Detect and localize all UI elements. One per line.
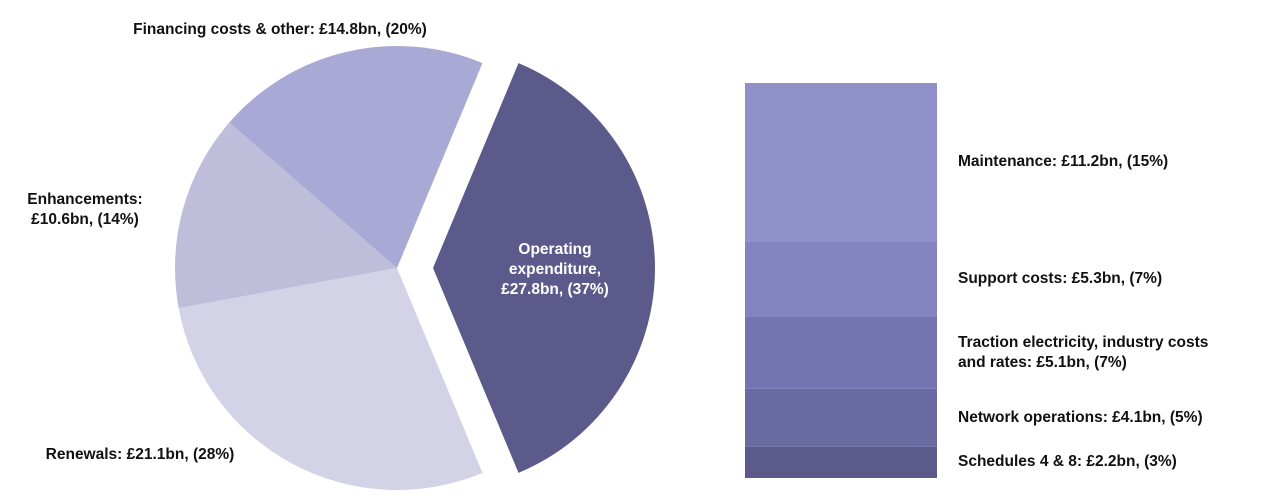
segment-label: Traction electricity, industry costs and… (958, 333, 1209, 371)
bar-segment (745, 388, 937, 447)
pie-slice (175, 122, 397, 309)
slice-label: Enhancements: £10.6bn, (14%) (27, 191, 143, 228)
segment-label: Support costs: £5.3bn, (7%) (958, 270, 1163, 288)
pie-slice (433, 63, 656, 473)
pie-slice (229, 45, 483, 268)
pie-slice (178, 268, 483, 490)
bar-segment (745, 316, 937, 389)
slice-label: Operating expenditure, £27.8bn, (37%) (501, 241, 609, 298)
segment-label: Network operations: £4.1bn, (5%) (958, 408, 1203, 426)
segment-label: Schedules 4 & 8: £2.2bn, (3%) (958, 453, 1177, 471)
bar-segment (745, 241, 937, 317)
segment-label: Maintenance: £11.2bn, (15%) (958, 153, 1169, 171)
slice-label: Renewals: £21.1bn, (28%) (45, 446, 235, 463)
slice-label: Financing costs & other: £14.8bn, (20%) (133, 21, 427, 38)
bar-segment (745, 83, 937, 242)
bar-segment (745, 446, 937, 478)
